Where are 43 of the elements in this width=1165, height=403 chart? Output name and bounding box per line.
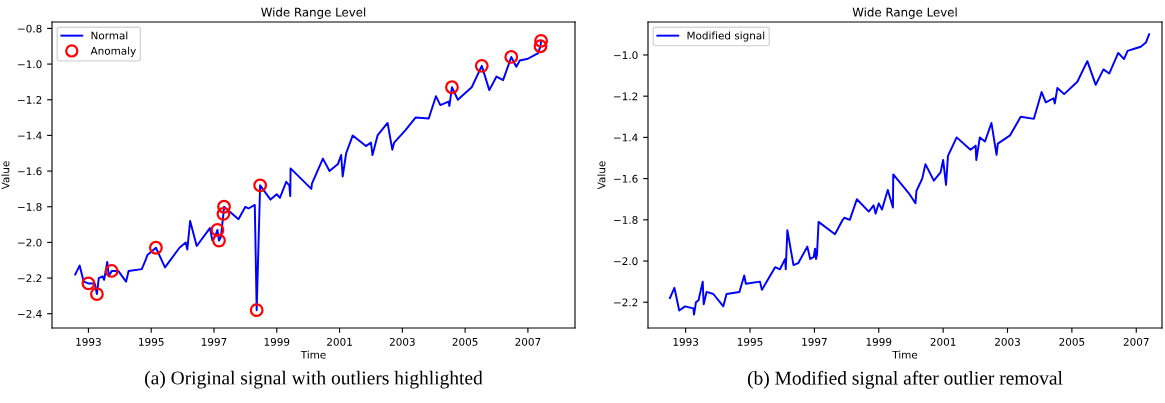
y-tick-label: −2.2 <box>614 298 638 307</box>
text: (b) Modified signal after outlier removal <box>747 370 1063 389</box>
x-tick-label: 2001 <box>327 337 352 346</box>
y-tick-label: −2.4 <box>18 309 42 318</box>
x-tick-label: 2001 <box>930 337 956 346</box>
x-tick-label: 1997 <box>201 337 227 346</box>
x-axis-title: Time <box>300 350 326 359</box>
y-tick-label: −1.2 <box>614 92 638 101</box>
x-tick-label: 2005 <box>1059 337 1085 346</box>
x-tick-label: 2007 <box>515 337 541 346</box>
x-tick-label: 1997 <box>802 337 827 346</box>
chart-title: Wide Range Level <box>261 7 366 19</box>
legend-label: Modified signal <box>687 31 765 42</box>
legend-label: Normal <box>91 31 128 40</box>
y-tick-label: −1.0 <box>614 51 638 60</box>
x-tick-label: 1995 <box>737 337 763 346</box>
text: (a) Original signal with outliers highlighted <box>145 370 483 389</box>
x-tick-label: 2003 <box>389 337 415 346</box>
y-axis-title: Value <box>1 161 10 190</box>
y-tick-label: −1.2 <box>18 95 42 104</box>
y-tick-label: −1.8 <box>614 216 638 224</box>
x-tick-label: 1993 <box>673 337 699 346</box>
x-tick-label: 1999 <box>264 337 290 346</box>
x-tick-label: 2003 <box>995 337 1020 346</box>
y-tick-label: −1.6 <box>18 167 42 176</box>
legend-label: Anomaly <box>90 46 136 57</box>
y-tick-label: −1.8 <box>18 202 42 211</box>
y-tick-label: −1.4 <box>18 131 42 140</box>
y-tick-label: −2.0 <box>18 238 42 247</box>
x-tick-label: 1993 <box>76 337 101 346</box>
chart-title: Wide Range Level <box>852 7 957 19</box>
x-tick-label: 2005 <box>452 337 478 346</box>
y-tick-label: −2.2 <box>18 274 42 283</box>
y-tick-label: −2.0 <box>614 257 638 266</box>
y-tick-label: −0.8 <box>18 24 42 33</box>
x-tick-label: 1995 <box>139 337 164 346</box>
y-tick-label: −1.4 <box>614 133 638 142</box>
y-axis-title: Value <box>597 161 606 190</box>
y-tick-label: −1.0 <box>18 60 42 69</box>
x-tick-label: 1999 <box>866 337 892 346</box>
y-tick-label: −1.6 <box>614 174 638 183</box>
x-tick-label: 2007 <box>1123 337 1149 346</box>
x-axis-title: Time <box>892 350 918 359</box>
